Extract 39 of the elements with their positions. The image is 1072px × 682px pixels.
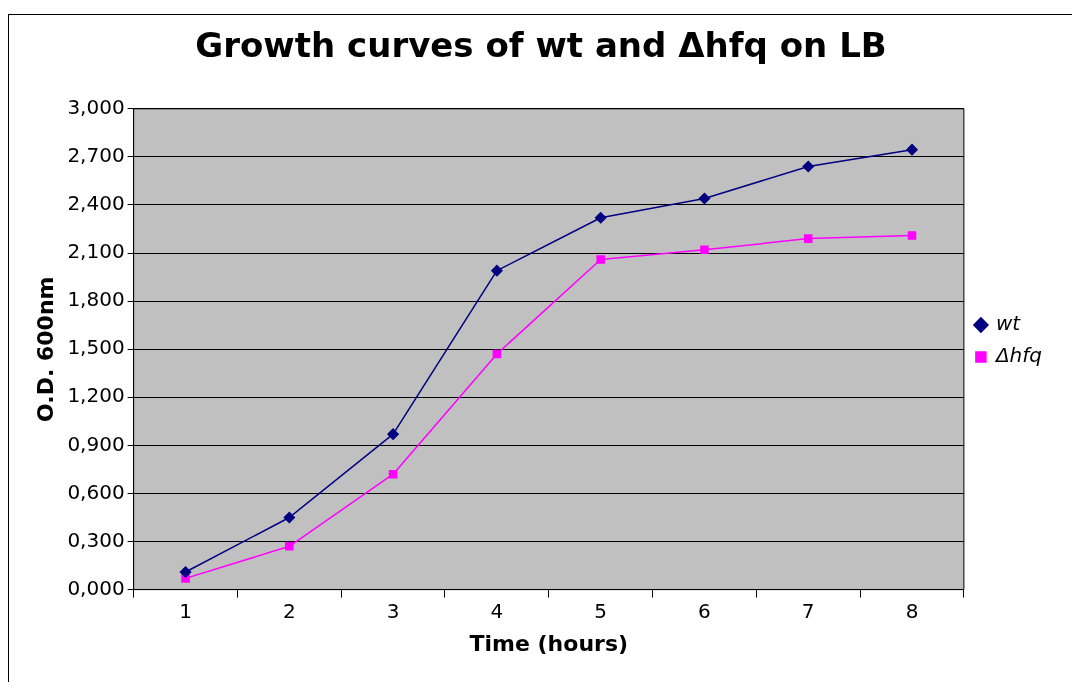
x-tick-label: 2 (282, 598, 296, 623)
point (388, 469, 398, 479)
point (698, 192, 711, 205)
x-tick-label: 7 (801, 598, 815, 623)
point (285, 542, 294, 551)
point (387, 428, 399, 440)
point (492, 349, 502, 359)
y-tick-label: 2,400 (67, 191, 125, 216)
x-tick-label: 8 (905, 598, 919, 623)
x-axis-title: Time (hours) (469, 630, 629, 656)
point (802, 160, 814, 173)
point (907, 231, 917, 240)
y-tick-label: 0,900 (67, 431, 125, 456)
y-tick-label: 0,600 (67, 479, 125, 504)
y-tick-label: 0,300 (67, 527, 125, 552)
legend-label: wt (995, 311, 1022, 336)
point (179, 566, 192, 578)
point (596, 255, 605, 264)
y-axis-title: O.D. 600nm (32, 276, 58, 422)
point (700, 245, 709, 255)
point (594, 212, 607, 224)
chart-title: Growth curves of wt and Δhfq on LB (195, 25, 887, 66)
point (906, 143, 918, 156)
point (491, 264, 503, 277)
y-tick-label: 0,000 (67, 575, 125, 600)
y-tick-label: 2,700 (67, 143, 125, 168)
y-tick-label: 2,100 (67, 239, 125, 264)
point (803, 234, 813, 243)
legend-label: Δhfq (993, 343, 1042, 368)
x-tick-label: 1 (179, 598, 192, 623)
y-tick-label: 3,000 (67, 95, 125, 119)
y-tick-label: 1,800 (67, 287, 125, 312)
x-tick-label: 4 (490, 598, 504, 623)
x-tick-label: 3 (386, 598, 400, 623)
y-tick-label: 1,500 (67, 335, 125, 360)
point (283, 511, 296, 524)
y-tick-label: 1,200 (67, 383, 125, 408)
x-tick-label: 6 (698, 598, 711, 623)
x-tick-label: 5 (594, 598, 608, 623)
